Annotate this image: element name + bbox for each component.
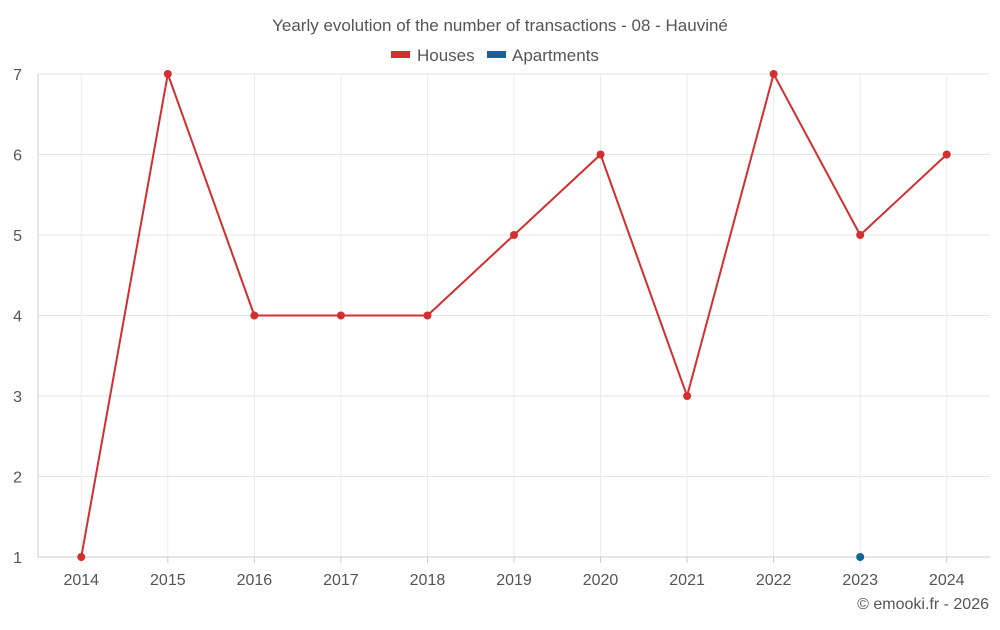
data-point-houses[interactable] [769, 70, 778, 78]
x-tick-label: 2020 [583, 572, 619, 589]
series-layer [77, 70, 951, 561]
y-tick-label: 4 [13, 309, 22, 326]
x-tick-label: 2019 [496, 572, 532, 589]
data-point-houses[interactable] [423, 311, 432, 320]
x-tick-label: 2021 [669, 572, 705, 589]
y-tick-label: 6 [13, 148, 22, 165]
legend-swatch-houses [391, 51, 410, 58]
x-tick-label: 2024 [929, 572, 965, 589]
x-tick-label: 2022 [756, 572, 792, 589]
y-tick-label: 5 [13, 228, 22, 245]
legend-item-houses[interactable]: Houses [391, 46, 475, 65]
x-tick-label: 2017 [323, 572, 359, 589]
data-point-houses[interactable] [510, 231, 518, 239]
data-point-houses[interactable] [683, 392, 692, 400]
legend-swatch-apartments [487, 51, 506, 58]
credit-text: © emooki.fr - 2026 [857, 596, 989, 613]
y-tick-label: 7 [13, 67, 22, 84]
x-tick-label: 2016 [237, 572, 273, 589]
y-tick-label: 3 [13, 389, 22, 406]
data-point-houses[interactable] [942, 150, 951, 159]
x-tick-label: 2015 [150, 572, 186, 589]
x-tick-label: 2023 [842, 572, 878, 589]
legend-label-apartments: Apartments [512, 46, 599, 65]
y-tick-label: 1 [13, 550, 22, 567]
data-point-houses[interactable] [596, 150, 605, 159]
legend-item-apartments[interactable]: Apartments [487, 46, 599, 65]
data-point-apartments[interactable] [856, 553, 865, 561]
data-point-houses[interactable] [250, 311, 259, 320]
x-tick-label: 2014 [63, 572, 99, 589]
grid [38, 73, 990, 558]
axes: 1 2 3 4 5 6 7 2014 2015 2016 2017 2018 2019 2020 2021 2… [13, 67, 990, 589]
legend: Houses Apartments [391, 46, 599, 65]
legend-label-houses: Houses [417, 46, 475, 65]
data-point-houses[interactable] [163, 70, 172, 78]
data-point-houses[interactable] [336, 311, 345, 320]
x-tick-label: 2018 [410, 572, 446, 589]
data-point-houses[interactable] [856, 231, 865, 239]
data-point-houses[interactable] [77, 553, 86, 561]
chart-title: Yearly evolution of the number of transa… [272, 16, 728, 35]
y-tick-label: 2 [13, 470, 22, 487]
